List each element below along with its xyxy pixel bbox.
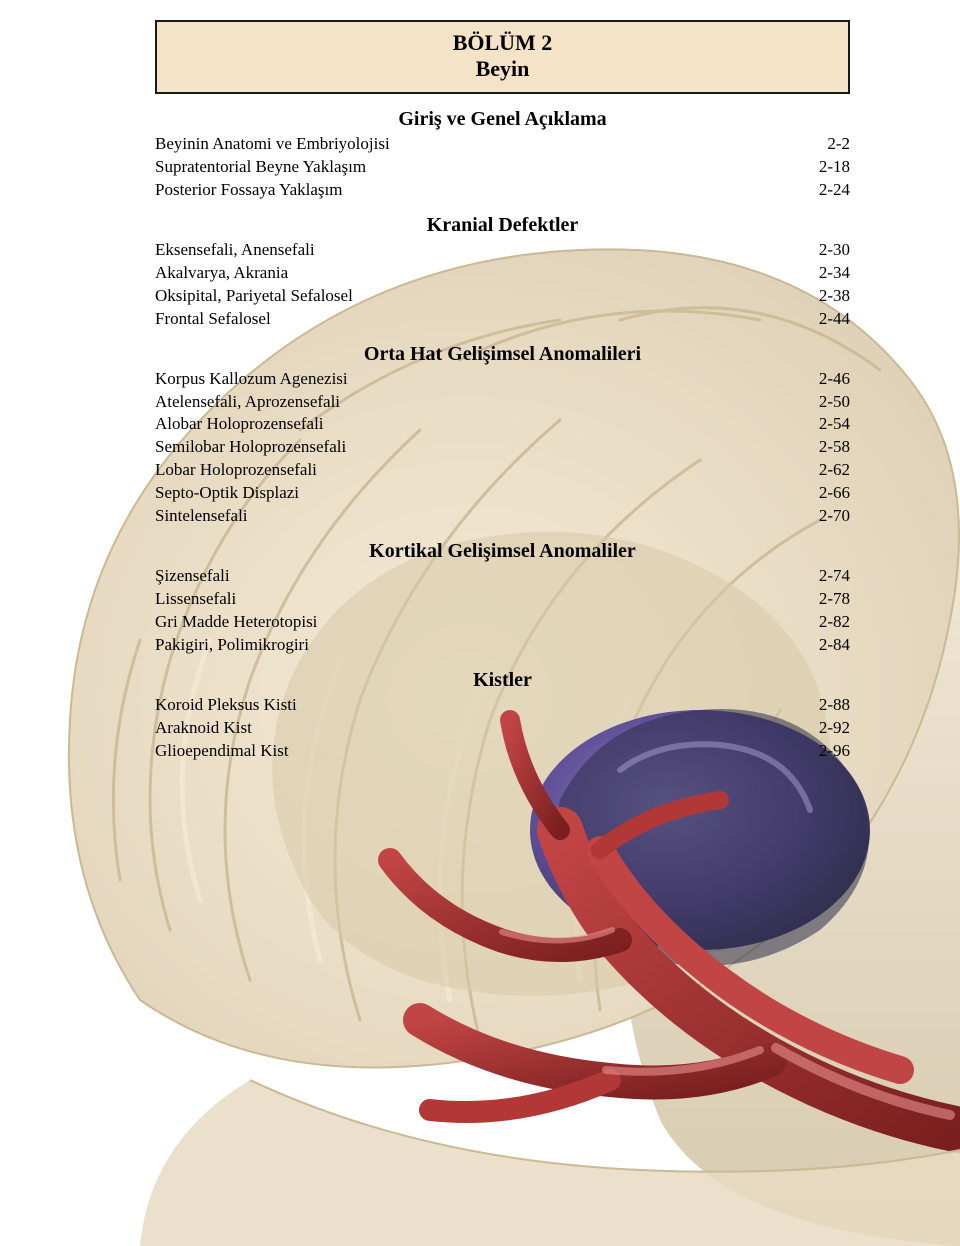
toc-entry: Supratentorial Beyne Yaklaşım2-18 <box>155 156 850 179</box>
toc-entry-label: Oksipital, Pariyetal Sefalosel <box>155 285 819 308</box>
toc-entry: Lobar Holoprozensefali2-62 <box>155 459 850 482</box>
section-heading: Kistler <box>155 669 850 692</box>
toc-entry-page: 2-96 <box>819 740 850 763</box>
toc-entry-label: Alobar Holoprozensefali <box>155 413 819 436</box>
section-heading: Giriş ve Genel Açıklama <box>155 108 850 131</box>
toc-entry: Semilobar Holoprozensefali2-58 <box>155 436 850 459</box>
toc-entry-label: Korpus Kallozum Agenezisi <box>155 368 819 391</box>
toc-entry-label: Glioependimal Kist <box>155 740 819 763</box>
toc-entry: Eksensefali, Anensefali2-30 <box>155 239 850 262</box>
toc-entry-label: Şizensefali <box>155 565 819 588</box>
toc-entry: Beyinin Anatomi ve Embriyolojisi2-2 <box>155 133 850 156</box>
toc-entry-label: Beyinin Anatomi ve Embriyolojisi <box>155 133 827 156</box>
toc-entry-page: 2-18 <box>819 156 850 179</box>
toc-entry-label: Semilobar Holoprozensefali <box>155 436 819 459</box>
toc-entry-page: 2-2 <box>827 133 850 156</box>
toc-entry-label: Akalvarya, Akrania <box>155 262 819 285</box>
toc-entry: Şizensefali2-74 <box>155 565 850 588</box>
toc-entry-label: Frontal Sefalosel <box>155 308 819 331</box>
toc-entry-label: Eksensefali, Anensefali <box>155 239 819 262</box>
section-heading: Orta Hat Gelişimsel Anomalileri <box>155 343 850 366</box>
toc-entry-page: 2-78 <box>819 588 850 611</box>
toc-entry: Pakigiri, Polimikrogiri2-84 <box>155 634 850 657</box>
toc-entry-label: Pakigiri, Polimikrogiri <box>155 634 819 657</box>
toc-entry-page: 2-46 <box>819 368 850 391</box>
toc-entry: Koroid Pleksus Kisti2-88 <box>155 694 850 717</box>
toc-entry-label: Koroid Pleksus Kisti <box>155 694 819 717</box>
toc-entry: Sintelensefali2-70 <box>155 505 850 528</box>
toc-entry-page: 2-82 <box>819 611 850 634</box>
toc-entry: Posterior Fossaya Yaklaşım2-24 <box>155 179 850 202</box>
toc-entry: Oksipital, Pariyetal Sefalosel2-38 <box>155 285 850 308</box>
toc-entry-page: 2-58 <box>819 436 850 459</box>
toc-entry-page: 2-34 <box>819 262 850 285</box>
toc-entry: Lissensefali2-78 <box>155 588 850 611</box>
toc-entry-label: Sintelensefali <box>155 505 819 528</box>
toc-entry-label: Lissensefali <box>155 588 819 611</box>
chapter-number: BÖLÜM 2 <box>157 30 848 56</box>
toc-entry-label: Gri Madde Heterotopisi <box>155 611 819 634</box>
toc-entry: Akalvarya, Akrania2-34 <box>155 262 850 285</box>
toc-entry: Glioependimal Kist2-96 <box>155 740 850 763</box>
toc-content: BÖLÜM 2 Beyin Giriş ve Genel Açıklama Be… <box>0 0 960 763</box>
section-heading: Kortikal Gelişimsel Anomaliler <box>155 540 850 563</box>
toc-entry: Atelensefali, Aprozensefali2-50 <box>155 391 850 414</box>
chapter-title-box: BÖLÜM 2 Beyin <box>155 20 850 94</box>
toc-entry-label: Araknoid Kist <box>155 717 819 740</box>
chapter-name: Beyin <box>157 56 848 82</box>
toc-entry: Korpus Kallozum Agenezisi2-46 <box>155 368 850 391</box>
toc-entry-page: 2-50 <box>819 391 850 414</box>
toc-entry-page: 2-30 <box>819 239 850 262</box>
toc-entry-label: Lobar Holoprozensefali <box>155 459 819 482</box>
toc-entry-page: 2-66 <box>819 482 850 505</box>
toc-entry: Gri Madde Heterotopisi2-82 <box>155 611 850 634</box>
toc-entry-page: 2-70 <box>819 505 850 528</box>
toc-entry-page: 2-54 <box>819 413 850 436</box>
toc-entry-page: 2-24 <box>819 179 850 202</box>
toc-entry: Frontal Sefalosel2-44 <box>155 308 850 331</box>
toc-entry-page: 2-74 <box>819 565 850 588</box>
toc-entry: Araknoid Kist2-92 <box>155 717 850 740</box>
toc-entry-page: 2-62 <box>819 459 850 482</box>
toc-entry-label: Atelensefali, Aprozensefali <box>155 391 819 414</box>
toc-entry-page: 2-38 <box>819 285 850 308</box>
section-heading: Kranial Defektler <box>155 214 850 237</box>
toc-entry-page: 2-84 <box>819 634 850 657</box>
toc-entry-page: 2-92 <box>819 717 850 740</box>
toc-entry-page: 2-44 <box>819 308 850 331</box>
toc-entry: Alobar Holoprozensefali2-54 <box>155 413 850 436</box>
toc-entry: Septo-Optik Displazi2-66 <box>155 482 850 505</box>
toc-entry-label: Posterior Fossaya Yaklaşım <box>155 179 819 202</box>
toc-entry-label: Septo-Optik Displazi <box>155 482 819 505</box>
toc-entry-label: Supratentorial Beyne Yaklaşım <box>155 156 819 179</box>
toc-entry-page: 2-88 <box>819 694 850 717</box>
